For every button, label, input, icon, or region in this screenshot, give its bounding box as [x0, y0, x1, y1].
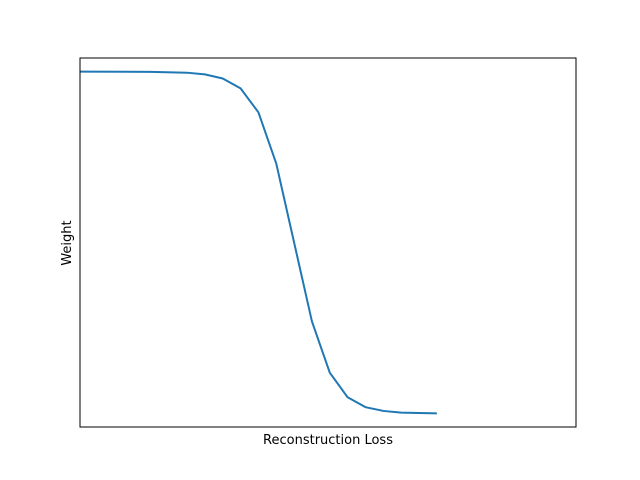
- plot-frame: [79, 57, 577, 428]
- y-axis-label: Weight: [60, 220, 75, 265]
- x-axis-label: Reconstruction Loss: [263, 433, 393, 448]
- series-line-0: [79, 70, 437, 415]
- series-layer: [79, 70, 437, 415]
